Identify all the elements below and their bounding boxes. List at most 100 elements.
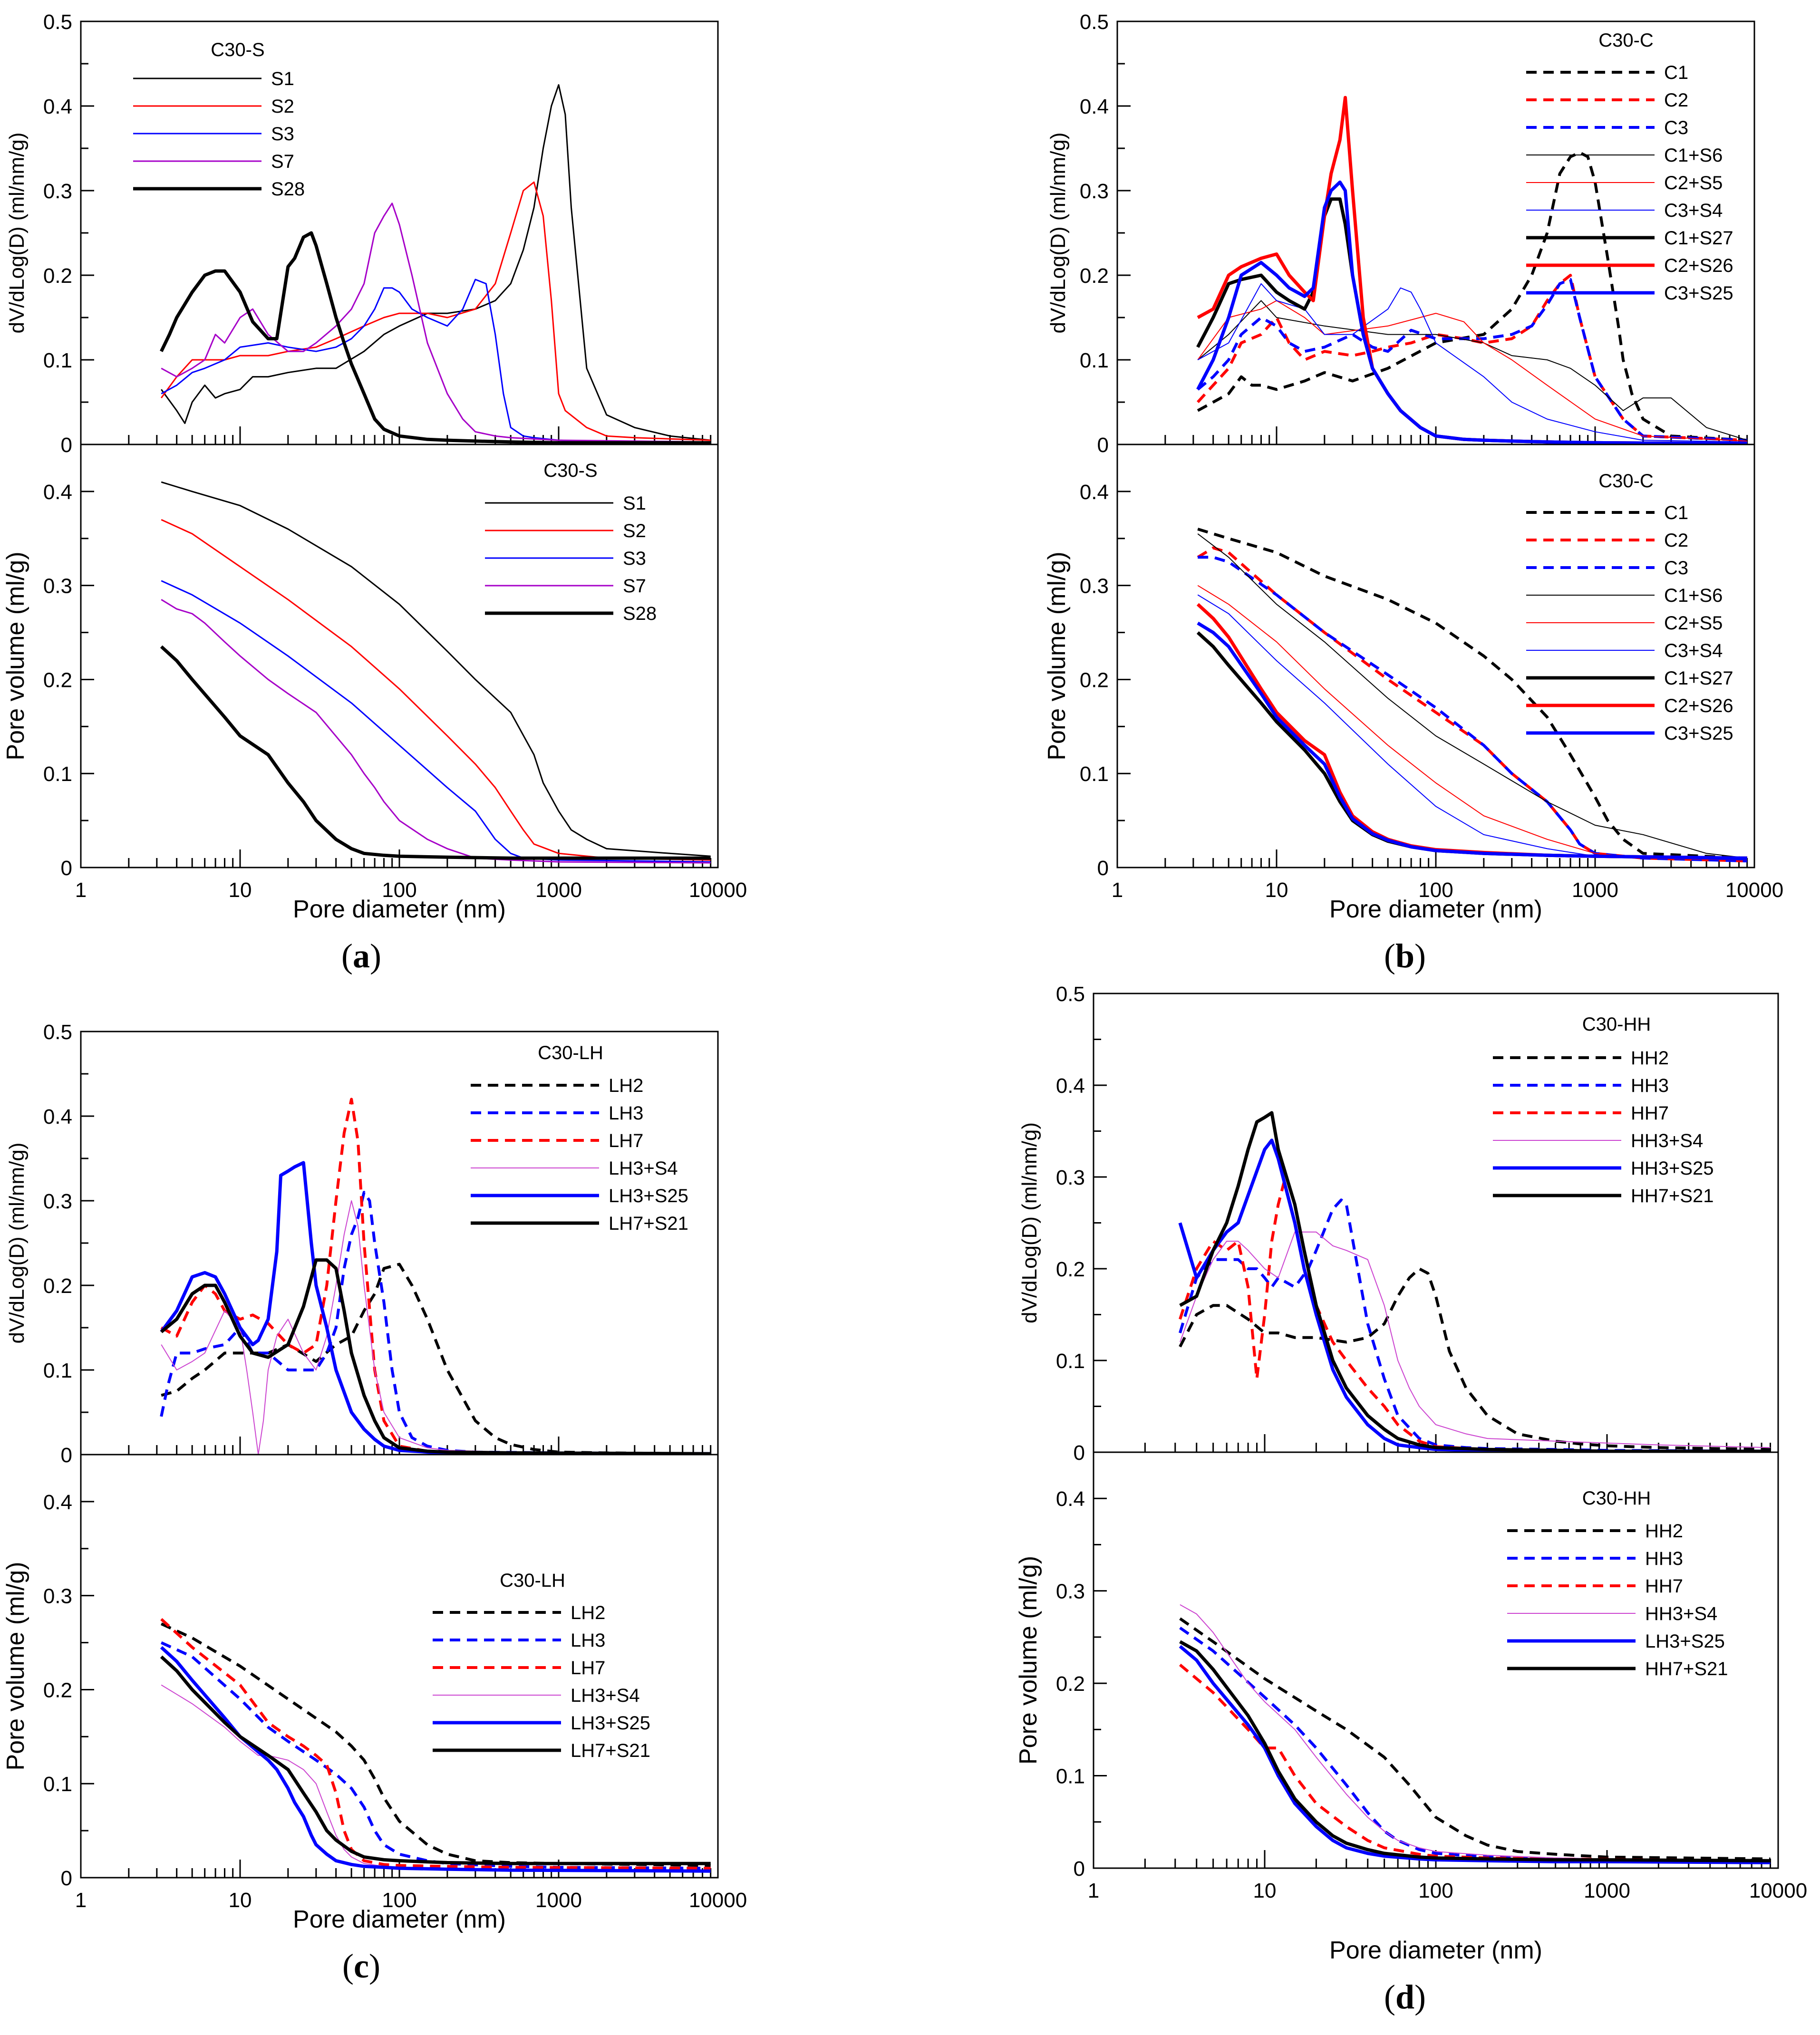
legend-title: C30-HH [1582, 1014, 1651, 1035]
legend-label: HH7 [1631, 1103, 1669, 1124]
panel-letter: a [353, 937, 370, 975]
legend-label: LH7 [571, 1658, 605, 1678]
x-tick-label: 1000 [535, 878, 582, 902]
panel-caption-b: (b) [1384, 937, 1426, 975]
y-tick-label: 0.3 [43, 1190, 72, 1213]
series-line-hh7-s21 [1179, 1111, 1771, 1452]
legend-label: HH3 [1631, 1075, 1669, 1096]
legend-title: C30-LH [538, 1042, 603, 1063]
chart-c-bottom: 0 0.1 0.2 0.3 0.4 1 10 100 1000 10000 Pore diamete… [2, 1454, 747, 1933]
series-line-hh3 [1179, 1626, 1771, 1862]
legend-label: C1+S27 [1664, 668, 1733, 689]
chart-a-bottom: 0 0.1 0.2 0.3 0.4 1 10 100 1000 10000 Pore diamete… [2, 444, 747, 923]
x-tick-label: 1 [1088, 1879, 1099, 1902]
legend-label: LH2 [609, 1075, 643, 1096]
legend-label: C2+S5 [1664, 613, 1723, 634]
series-line-s3 [161, 279, 711, 444]
legend-label: S1 [623, 493, 646, 514]
legend-label: C3+S25 [1664, 283, 1733, 304]
y-axis-label: dV/dLog(D) (ml/nm/g) [5, 132, 29, 333]
legend-label: LH3+S25 [571, 1713, 650, 1734]
legend-label: HH3+S25 [1631, 1158, 1714, 1179]
legend-label: LH2 [571, 1602, 605, 1623]
legend-label: S3 [623, 548, 646, 569]
panel-caption-d: (d) [1384, 1978, 1426, 2016]
plot-frame [1116, 20, 1755, 445]
legend-label: LH7+S21 [609, 1213, 688, 1234]
series-line-c3-s25 [1196, 180, 1747, 444]
y-tick-label: 0.1 [1056, 1765, 1085, 1788]
legend-title: C30-HH [1582, 1488, 1651, 1509]
series-line-hh2 [1179, 1267, 1771, 1451]
x-tick-label: 1000 [535, 1889, 582, 1912]
chart-c-top: 0 0.1 0.2 0.3 0.4 0.5 dV/dLog(D) (ml/nm/g) C30-… [5, 1021, 719, 1467]
legend: C30-S S1 S2 S3 S7 S28 [133, 39, 305, 200]
series-group [160, 84, 711, 444]
legend: C30-LH LH2 LH3 LH7 LH3+S4 LH3+S25 LH7+S21 [471, 1042, 688, 1234]
series-line-c2 [1196, 274, 1747, 442]
legend-label: C1 [1664, 62, 1688, 83]
series-line-lh3-s4 [161, 1200, 711, 1455]
y-tick-label: 0.3 [1080, 575, 1109, 598]
y-tick-label: 0.4 [1080, 95, 1109, 118]
legend-label: S28 [623, 603, 657, 624]
legend-label: C1 [1664, 502, 1688, 523]
legend-title: C30-LH [500, 1570, 565, 1591]
legend-label: C2+S5 [1664, 173, 1723, 193]
legend-label: C1+S6 [1664, 145, 1723, 166]
y-tick-label: 0.4 [43, 1491, 72, 1514]
series-line-hh3-s4 [1179, 1231, 1771, 1448]
y-tick-label: 0 [1097, 857, 1109, 880]
y-tick-label: 0.3 [1080, 180, 1109, 203]
y-tick-label: 0.3 [43, 575, 72, 598]
legend-label: S7 [623, 576, 646, 597]
legend-label: HH7+S21 [1645, 1659, 1728, 1679]
series-line-c1-s6 [1197, 300, 1747, 441]
series-group [1179, 1604, 1771, 1864]
plot-frame [80, 444, 719, 868]
legend-title: C30-S [211, 39, 264, 60]
series-line-lh3-s25 [1179, 1645, 1771, 1864]
legend-label: LH7+S21 [571, 1740, 650, 1761]
series-line-s7 [161, 599, 711, 864]
legend-label: S1 [271, 68, 294, 89]
legend-label: C2+S26 [1664, 255, 1733, 276]
panel-caption-a: (a) [341, 937, 381, 975]
y-tick-label: 0.5 [43, 10, 72, 34]
legend-label: C2 [1664, 90, 1688, 111]
y-tick-label: 0.1 [43, 349, 72, 372]
series-line-s1 [161, 481, 711, 857]
legend-label: C3+S25 [1664, 723, 1733, 744]
chart-d-bottom: 0 0.1 0.2 0.3 0.4 1 10 100 1000 10000 Pore diamete… [1015, 1451, 1807, 1964]
y-tick-label: 0.1 [43, 1773, 72, 1796]
y-axis-label: Pore volume (ml/g) [2, 551, 29, 760]
plot-frame [80, 20, 719, 445]
series-line-s7 [161, 203, 711, 443]
y-tick-label: 0.5 [1056, 983, 1085, 1006]
series-group [1196, 96, 1747, 444]
series-line-hh7 [1179, 1663, 1771, 1862]
y-tick-label: 0 [1097, 434, 1109, 457]
series-line-s1 [160, 84, 711, 441]
legend-label: S7 [271, 151, 294, 172]
series-line-s2 [161, 519, 711, 861]
y-tick-label: 0.2 [43, 1678, 72, 1702]
series-group [1196, 528, 1747, 863]
y-tick-label: 0.2 [1080, 264, 1109, 288]
legend-label: HH7+S21 [1631, 1186, 1714, 1206]
series-line-hh2 [1179, 1617, 1771, 1861]
legend-label: HH3 [1645, 1548, 1683, 1569]
legend: C30-S S1 S2 S3 S7 S28 [485, 460, 657, 624]
legend-label: HH3+S4 [1631, 1130, 1703, 1151]
x-axis-label: Pore diameter (nm) [1329, 1937, 1542, 1964]
panel-caption-c: (c) [342, 1947, 380, 1985]
legend-label: LH3+S4 [609, 1158, 678, 1179]
x-tick-label: 10000 [689, 1889, 747, 1912]
legend-label: C3+S4 [1664, 640, 1723, 661]
legend: C30-HH HH2 HH3 HH7 HH3+S4 LH3+S25 HH7+S21 [1507, 1488, 1728, 1679]
chart-b-top: 0 0.1 0.2 0.3 0.4 0.5 dV/dLog(D) (ml/nm/g) C30-… [1046, 10, 1755, 457]
x-tick-label: 100 [382, 1889, 416, 1912]
chart-b-bottom: 0 0.1 0.2 0.3 0.4 1 10 100 1000 10000 Pore diamete… [1043, 444, 1783, 923]
legend-title: C30-S [543, 460, 597, 481]
